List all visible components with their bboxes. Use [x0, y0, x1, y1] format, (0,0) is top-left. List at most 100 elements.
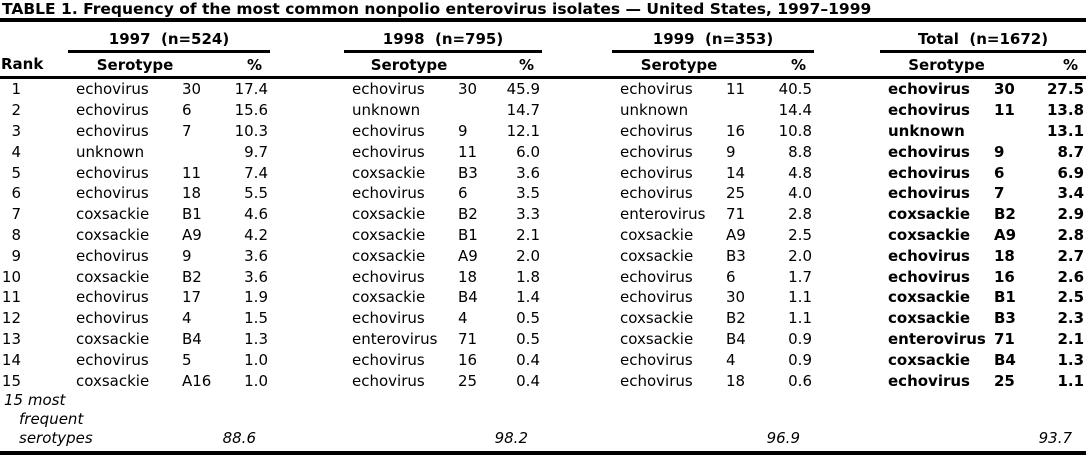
serotype-number: B2 — [458, 205, 478, 224]
serotype-cell-1997: echovirus 4 — [68, 308, 202, 329]
serotype-cell-1997: coxsackie B2 — [68, 266, 202, 287]
serotype-number: 7 — [182, 121, 192, 140]
column-gap — [270, 287, 344, 308]
pct-cell-1997: 1.3 — [244, 329, 268, 348]
serotype-cell-1997: coxsackie B4 — [68, 329, 202, 350]
pct-cell-1999: 2.5 — [788, 225, 812, 244]
serotype-cell-1999: echovirus 9 — [612, 141, 746, 162]
serotype-name: echovirus — [76, 309, 149, 328]
serotype-cell-total: enterovirus 71 — [880, 329, 1015, 350]
rank-cell: 5 — [0, 162, 68, 183]
serotype-number: 18 — [994, 246, 1015, 265]
pct-cell-1997: 1.5 — [244, 309, 268, 328]
serotype-cell-1997: echovirus 30 — [68, 75, 202, 100]
pct-cell-total: 2.9 — [1057, 205, 1085, 224]
serotype-name: echovirus — [76, 163, 149, 182]
serotype-number: A9 — [726, 225, 746, 244]
serotype-cell-total: coxsackie B1 — [880, 287, 1016, 308]
rank-cell: 13 — [0, 329, 68, 350]
pct-cell-total: 1.3 — [1057, 350, 1085, 369]
serotype-cell-1998: echovirus 6 — [344, 183, 474, 204]
column-gap — [814, 204, 880, 225]
pct-column-header-1999: % — [790, 55, 806, 74]
column-gap — [542, 329, 612, 350]
pct-cell-1999: 8.8 — [788, 142, 812, 161]
serotype-name: enterovirus — [888, 329, 986, 348]
column-gap — [270, 329, 344, 350]
serotype-cell-1998: unknown — [344, 100, 474, 121]
serotype-name: echovirus — [352, 121, 425, 140]
column-gap — [270, 349, 344, 370]
rank-value: 5 — [11, 163, 21, 182]
serotype-name: echovirus — [352, 371, 425, 390]
serotype-number: 16 — [726, 121, 746, 140]
group-header-1997: 1997 (n=524) — [68, 27, 270, 53]
serotype-cell-1999: coxsackie A9 — [612, 225, 746, 246]
serotype-number: A16 — [182, 371, 212, 390]
serotype-cell-total: unknown — [880, 121, 1013, 142]
serotype-cell-1997: echovirus 9 — [68, 245, 202, 266]
serotype-name: echovirus — [620, 371, 693, 390]
pct-cell-1997: 15.6 — [234, 101, 268, 120]
table-row: 3 echovirus 7 10.3 echovirus 9 12.1 echovi… — [0, 121, 1086, 142]
serotype-number: 4 — [726, 350, 736, 369]
serotype-name: unknown — [76, 142, 145, 161]
serotype-cell-1998: echovirus 11 — [344, 141, 477, 162]
rank-value: 11 — [1, 288, 21, 307]
serotype-name: coxsackie — [620, 246, 694, 265]
pct-cell-1998: 3.5 — [516, 184, 540, 203]
serotype-name: echovirus — [620, 184, 693, 203]
column-gap — [542, 266, 612, 287]
serotype-name: echovirus — [352, 309, 425, 328]
column-gap — [814, 162, 880, 183]
column-gap — [814, 75, 880, 100]
column-gap — [270, 100, 344, 121]
rank-cell: 2 — [0, 100, 68, 121]
footer-total-1998: 98.2 — [494, 429, 528, 448]
serotype-name: coxsackie — [76, 205, 150, 224]
serotype-cell-total: echovirus 6 — [880, 162, 1013, 183]
serotype-name: coxsackie — [888, 350, 971, 369]
pct-cell-1998: 45.9 — [474, 75, 542, 100]
pct-cell-total: 2.8 — [1057, 225, 1085, 244]
serotype-cell-1998: echovirus 9 — [344, 121, 474, 142]
serotype-name: coxsackie — [76, 267, 150, 286]
column-gap — [542, 100, 612, 121]
serotype-name: echovirus — [620, 288, 693, 307]
serotype-number: 30 — [182, 80, 202, 99]
table-row: 5 echovirus 11 7.4 coxsackie B3 3.6 echovi… — [0, 162, 1086, 183]
serotype-number: A9 — [458, 246, 478, 265]
serotype-name: enterovirus — [352, 329, 438, 348]
pct-cell-1997: 9.7 — [244, 142, 268, 161]
column-gap — [814, 121, 880, 142]
serotype-name: echovirus — [352, 142, 425, 161]
pct-cell-total: 13.8 — [1047, 101, 1085, 120]
pct-cell-1998: 0.5 — [516, 329, 540, 348]
serotype-number: A9 — [994, 225, 1017, 244]
serotype-number: 6 — [994, 163, 1005, 182]
rank-cell: 14 — [0, 349, 68, 370]
serotype-name: echovirus — [888, 184, 970, 203]
pct-cell-1998: 1.4 — [516, 288, 540, 307]
serotype-name: coxsackie — [352, 288, 426, 307]
table-row: 8 coxsackie A9 4.2 coxsackie B1 2.1 coxsac… — [0, 225, 1086, 246]
serotype-cell-1999: echovirus 18 — [612, 370, 746, 391]
serotype-name: coxsackie — [888, 309, 971, 328]
serotype-cell-1998: echovirus 25 — [344, 370, 477, 391]
pct-cell-1997: 7.4 — [244, 163, 268, 182]
table-footer: 15 most frequent serotypes 88.6 98.2 96.… — [0, 391, 1086, 448]
table-header: 1997 (n=524) 1998 (n=795) 1999 (n=353) T… — [0, 27, 1086, 78]
serotype-name: coxsackie — [76, 371, 150, 390]
column-gap — [814, 266, 880, 287]
table-row: 7 coxsackie B1 4.6 coxsackie B2 3.3 entero… — [0, 204, 1086, 225]
serotype-cell-1997: coxsackie A9 — [68, 225, 202, 246]
column-gap — [542, 162, 612, 183]
serotype-name: coxsackie — [352, 205, 426, 224]
serotype-name: coxsackie — [888, 205, 971, 224]
rank-cell: 12 — [0, 308, 68, 329]
table-row: 2 echovirus 6 15.6 unknown 14.7 unknown 1… — [0, 100, 1086, 121]
serotype-cell-1997: coxsackie A16 — [68, 370, 211, 391]
serotype-number: B4 — [994, 350, 1016, 369]
serotype-name: echovirus — [76, 184, 149, 203]
pct-cell-1998: 2.0 — [516, 246, 540, 265]
